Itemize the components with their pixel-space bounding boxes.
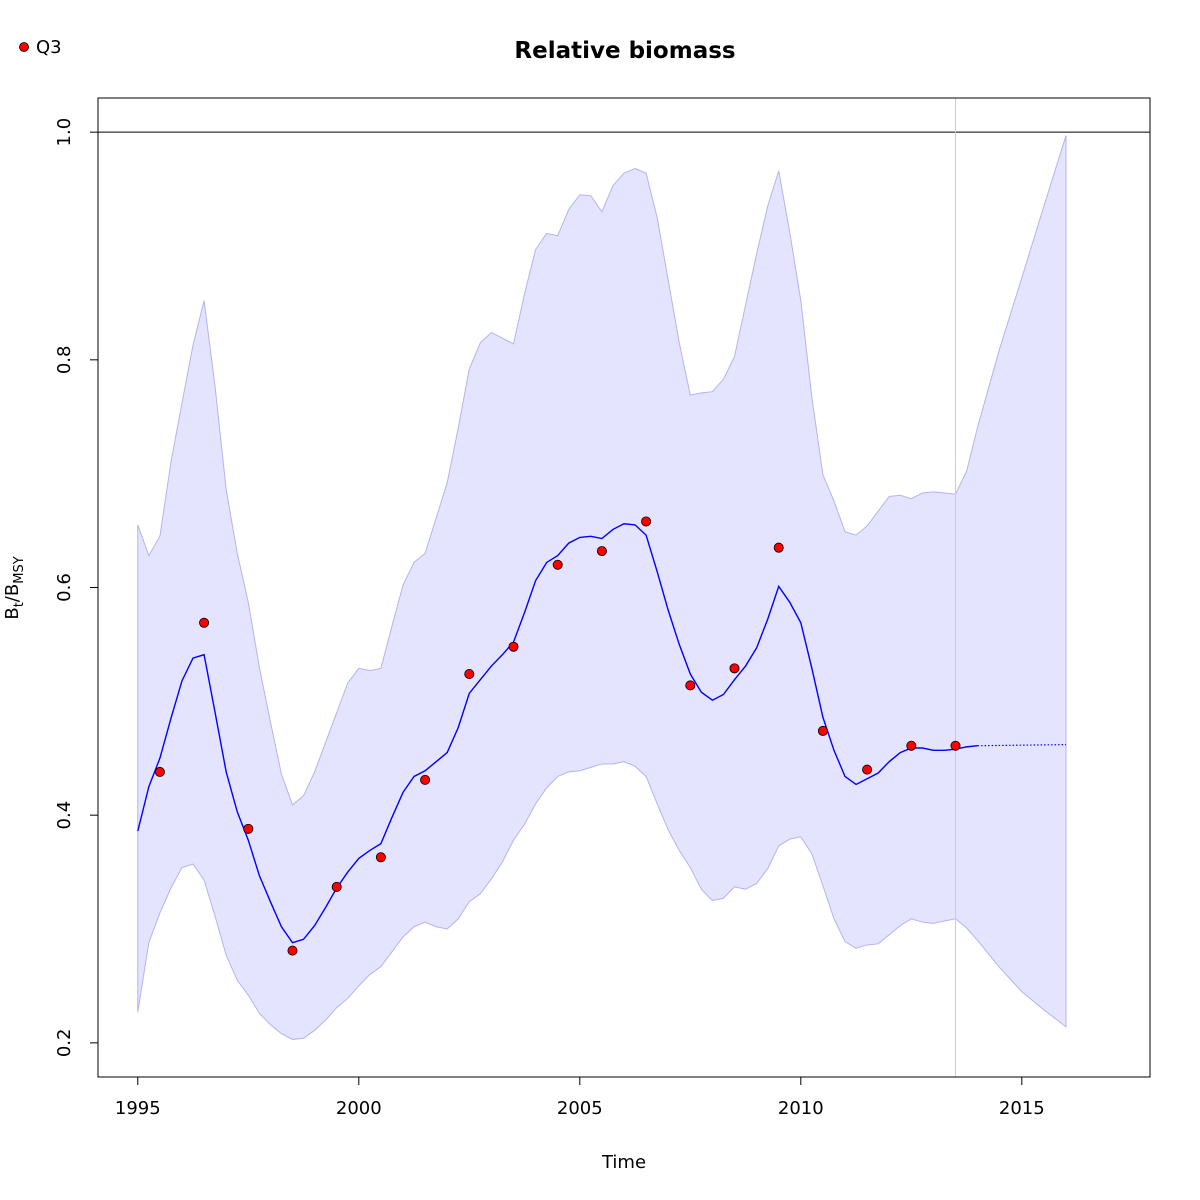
data-point-q3 bbox=[685, 680, 696, 691]
y-tick-label: 0.6 bbox=[54, 573, 75, 602]
chart-title: Relative biomass bbox=[514, 38, 735, 64]
data-point-q3 bbox=[773, 542, 784, 553]
y-label-base: B bbox=[2, 607, 23, 619]
data-point-q3 bbox=[199, 617, 210, 628]
y-label-base2: B bbox=[2, 584, 23, 596]
data-point-q3 bbox=[508, 641, 519, 652]
data-point-q3 bbox=[331, 881, 342, 892]
y-axis-label: Bt/BMSY bbox=[2, 556, 27, 619]
x-tick-label: 2005 bbox=[557, 1098, 603, 1119]
x-tick-label: 2015 bbox=[999, 1098, 1045, 1119]
x-axis: 1995 2000 2005 2010 2015 bbox=[115, 1076, 1045, 1119]
legend-marker-q3 bbox=[19, 42, 29, 52]
data-point-q3 bbox=[906, 740, 917, 751]
y-tick-label: 0.2 bbox=[54, 1029, 75, 1058]
data-point-q3 bbox=[817, 725, 828, 736]
x-axis-label: Time bbox=[601, 1152, 646, 1173]
plot-area bbox=[98, 98, 1150, 1077]
data-point-q3 bbox=[729, 663, 740, 674]
x-tick-label: 2010 bbox=[778, 1098, 824, 1119]
projection-line bbox=[977, 744, 1067, 747]
data-point-q3 bbox=[464, 669, 475, 680]
data-point-q3 bbox=[154, 766, 165, 777]
data-point-q3 bbox=[420, 774, 431, 785]
estimate-line bbox=[137, 523, 978, 944]
legend-label-q3: Q3 bbox=[36, 37, 62, 58]
legend: Q3 bbox=[19, 37, 62, 58]
data-point-q3 bbox=[375, 852, 386, 863]
data-point-q3 bbox=[641, 516, 652, 527]
y-axis: 0.2 0.4 0.6 0.8 1.0 bbox=[54, 118, 99, 1058]
x-tick-label: 1995 bbox=[115, 1098, 161, 1119]
y-label-sep: / bbox=[2, 595, 23, 602]
y-tick-label: 0.8 bbox=[54, 346, 75, 375]
y-tick-label: 0.4 bbox=[54, 801, 75, 830]
y-label-sub1: t bbox=[12, 602, 27, 607]
y-tick-label: 1.0 bbox=[54, 118, 75, 147]
data-point-q3 bbox=[287, 945, 298, 956]
data-point-q3 bbox=[552, 559, 563, 570]
x-tick-label: 2000 bbox=[336, 1098, 382, 1119]
data-point-q3 bbox=[862, 764, 873, 775]
data-point-q3 bbox=[596, 546, 607, 557]
data-point-q3 bbox=[243, 823, 254, 834]
y-label-sub2: MSY bbox=[12, 556, 27, 583]
data-point-q3 bbox=[950, 740, 961, 751]
confidence-band bbox=[137, 135, 1067, 1040]
